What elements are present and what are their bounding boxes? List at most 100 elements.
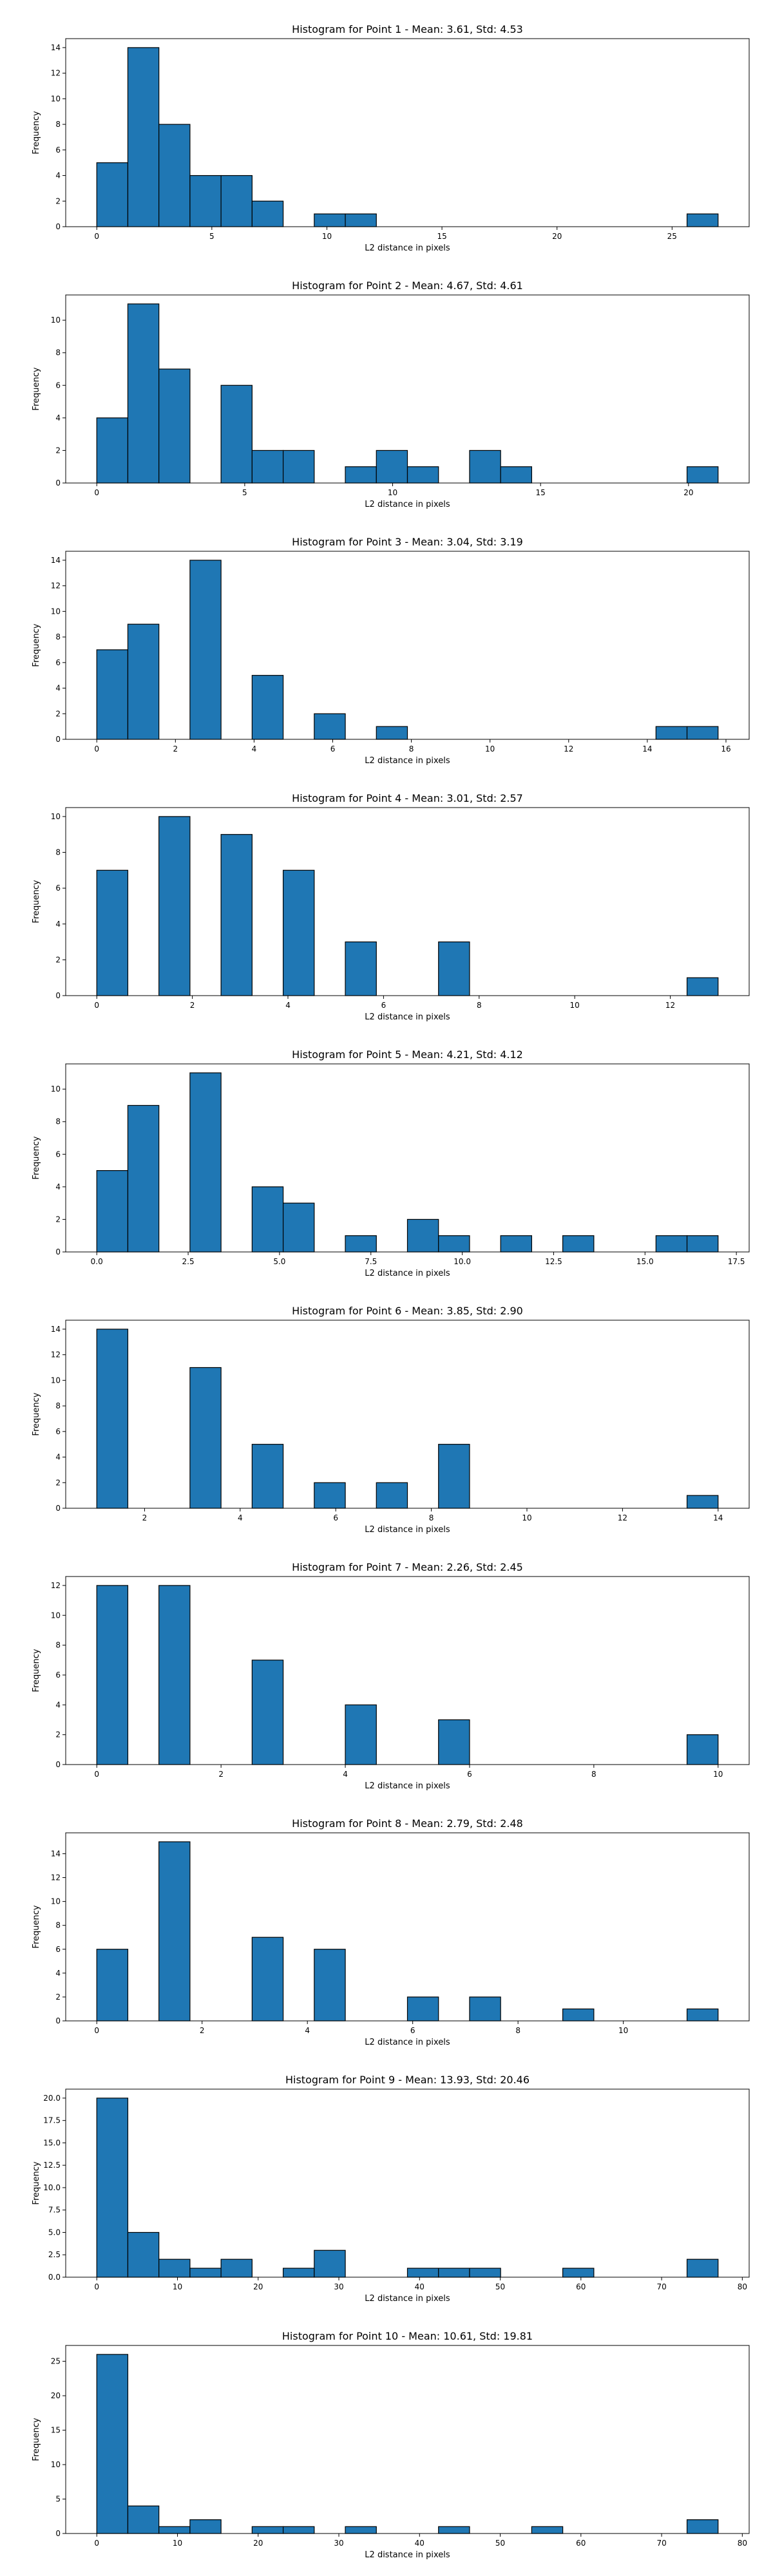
y-tick-label: 12: [51, 1581, 61, 1590]
histogram-bar: [158, 1585, 191, 1765]
y-tick-label: 10: [51, 812, 61, 821]
histogram-bar: [686, 726, 719, 740]
y-tick-label: 8: [55, 1921, 61, 1930]
histogram-bar: [158, 816, 191, 996]
x-tick-label: 5.0: [273, 1257, 285, 1266]
x-tick-label: 15.0: [636, 1257, 654, 1266]
chart-title: Histogram for Point 4 - Mean: 3.01, Std:…: [292, 792, 523, 804]
y-tick-label: 2: [55, 955, 61, 964]
x-tick-label: 40: [415, 2539, 425, 2548]
histogram-bar: [96, 1949, 129, 2022]
histogram-bar: [438, 941, 470, 996]
x-tick-label: 30: [334, 2282, 343, 2291]
histogram-bar: [345, 1235, 377, 1253]
y-tick-label: 5: [55, 2495, 61, 2504]
histogram-bar: [438, 2268, 470, 2278]
y-tick-label: 17.5: [43, 2116, 61, 2125]
y-axis-label: Frequency: [32, 367, 41, 410]
histogram-bar: [500, 466, 533, 484]
histogram-bar: [438, 1719, 470, 1765]
histogram-bar: [406, 1996, 439, 2022]
histogram-bar: [158, 368, 191, 484]
x-tick-label: 0: [94, 2539, 99, 2548]
x-tick-label: 15: [536, 488, 546, 497]
y-tick-label: 10: [51, 1897, 61, 1906]
x-tick-label: 6: [381, 1001, 386, 1010]
y-tick-label: 4: [55, 920, 61, 929]
histogram-bar: [189, 175, 222, 227]
histogram-panel-10: Histogram for Point 10 - Mean: 10.61, St…: [32, 2330, 750, 2560]
chart-title: Histogram for Point 2 - Mean: 4.67, Std:…: [292, 279, 523, 292]
histogram-bar: [251, 1937, 284, 2022]
y-tick-label: 6: [55, 1427, 61, 1436]
histogram-bar: [282, 1202, 315, 1253]
histogram-bar: [686, 466, 719, 484]
plot-frame: [65, 1576, 750, 1765]
y-tick-label: 0: [55, 1760, 61, 1769]
x-tick-label: 12: [564, 744, 573, 753]
histogram-bar: [96, 417, 129, 484]
y-tick-label: 5.0: [48, 2228, 61, 2237]
histogram-bar: [686, 977, 719, 996]
y-tick-label: 10: [51, 1376, 61, 1385]
histogram-bar: [438, 2526, 470, 2534]
histogram-bar: [686, 2259, 719, 2278]
histogram-bar: [376, 726, 408, 740]
x-axis-label: L2 distance in pixels: [365, 2294, 450, 2304]
y-tick-label: 8: [55, 120, 61, 129]
histogram-bar: [189, 2519, 222, 2534]
y-tick-label: 7.5: [48, 2206, 61, 2215]
x-tick-label: 4: [252, 744, 257, 753]
histogram-bar: [189, 1072, 222, 1253]
x-tick-label: 60: [576, 2282, 586, 2291]
x-tick-label: 15: [437, 232, 446, 241]
y-tick-label: 20: [51, 2391, 61, 2400]
y-tick-label: 14: [51, 1325, 61, 1334]
x-tick-label: 0: [94, 1770, 99, 1779]
x-tick-label: 0: [94, 2282, 99, 2291]
histogram-bar: [127, 2505, 160, 2534]
y-tick-label: 2: [55, 1478, 61, 1487]
x-tick-label: 16: [721, 744, 730, 753]
histogram-bar: [562, 2008, 595, 2022]
x-tick-label: 10: [173, 2539, 182, 2548]
x-tick-label: 8: [429, 1513, 434, 1522]
x-tick-label: 12.5: [545, 1257, 562, 1266]
histogram-bar: [562, 1235, 595, 1253]
histogram-bar: [376, 450, 408, 484]
histogram-bar: [531, 2526, 564, 2534]
y-axis-label: Frequency: [32, 1905, 41, 1948]
y-tick-label: 6: [55, 381, 61, 390]
x-tick-label: 0: [94, 1001, 99, 1010]
y-tick-label: 12: [51, 582, 61, 591]
x-tick-label: 2: [200, 2026, 205, 2035]
y-tick-label: 2: [55, 446, 61, 455]
y-tick-label: 14: [51, 1849, 61, 1858]
histogram-bar: [438, 1444, 470, 1509]
y-tick-label: 20.0: [43, 2094, 61, 2103]
y-tick-label: 0: [55, 222, 61, 231]
y-tick-label: 0: [55, 1247, 61, 1256]
histogram-bar: [345, 941, 377, 996]
histogram-bar: [96, 2354, 129, 2534]
x-tick-label: 17.5: [728, 1257, 745, 1266]
y-tick-label: 4: [55, 684, 61, 693]
histogram-bar: [158, 2526, 191, 2534]
histogram-bar: [251, 2526, 284, 2534]
y-tick-label: 2: [55, 1215, 61, 1224]
chart-title: Histogram for Point 5 - Mean: 4.21, Std:…: [292, 1048, 523, 1061]
y-axis-label: Frequency: [32, 1392, 41, 1435]
histogram-bar: [251, 1660, 284, 1765]
x-axis-label: L2 distance in pixels: [365, 2550, 450, 2560]
chart-title: Histogram for Point 6 - Mean: 3.85, Std:…: [292, 1305, 523, 1317]
y-tick-label: 10: [51, 316, 61, 325]
x-tick-label: 2: [173, 744, 178, 753]
histogram-bar: [282, 450, 315, 484]
y-axis-label: Frequency: [32, 2418, 41, 2461]
histogram-bar: [686, 213, 719, 227]
x-tick-label: 4: [285, 1001, 291, 1010]
x-tick-label: 20: [253, 2282, 263, 2291]
x-tick-label: 10: [713, 1770, 723, 1779]
histogram-bar: [314, 713, 346, 740]
y-tick-label: 6: [55, 658, 61, 667]
